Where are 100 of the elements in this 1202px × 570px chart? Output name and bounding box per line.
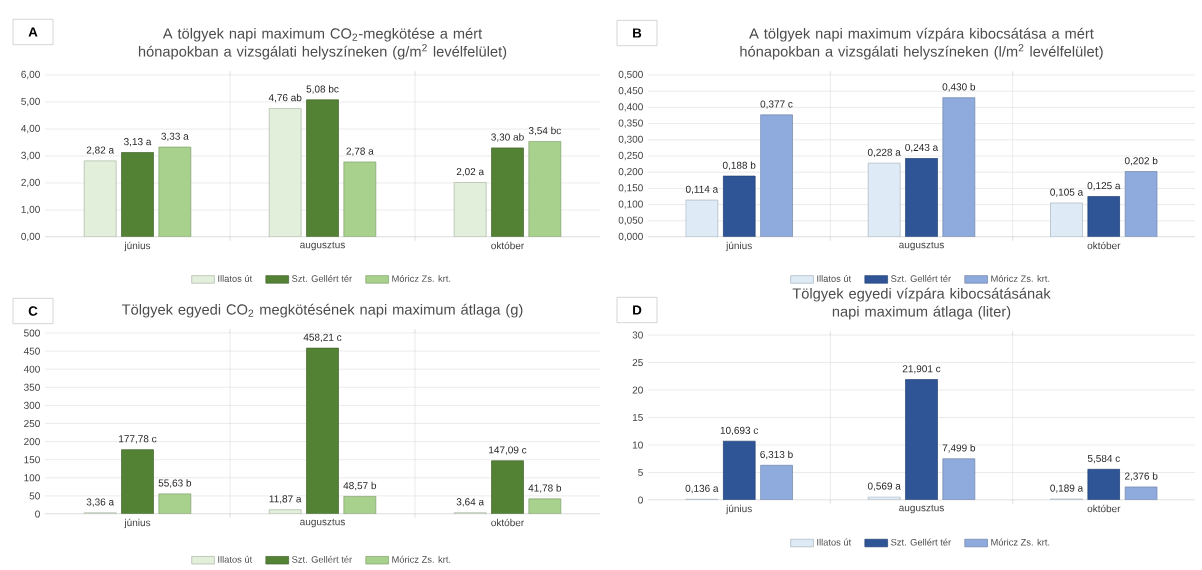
y-tick-label: 0,000 (618, 232, 643, 242)
y-tick-label: 150 (24, 456, 40, 464)
y-tick-label: 0,00 (21, 232, 40, 242)
y-tick-label: 350 (23, 383, 40, 391)
x-tick-label: október (491, 241, 525, 250)
y-tick-label: 6,00 (21, 70, 40, 80)
y-tick-label: 0,400 (618, 103, 643, 112)
data-label: 0,188 b (722, 161, 756, 170)
chart-title: A tölgyek napi maximum CO$_{2}$-megkötése a mért hónapokban a vizsgálati helyszíneken (g/m$^{2}$ levélfelület) (138, 27, 507, 60)
y-tick-label: 0,500 (618, 70, 643, 80)
data-label: 0,243 a (905, 143, 939, 153)
data-label: 177,78 c (119, 435, 157, 444)
x-tick-label: augusztus (300, 241, 345, 251)
y-tick-label: 0,450 (618, 87, 643, 96)
data-label: 55,63 b (158, 479, 192, 488)
y-tick-label: 0,150 (618, 184, 643, 193)
data-label: 147,09 c (489, 446, 527, 455)
legend-label: Móricz Zs. krt. (392, 555, 451, 563)
data-label: 3,30 ab (491, 133, 524, 142)
data-label: 0,430 b (942, 83, 976, 92)
text: A (28, 27, 38, 37)
data-label: 3,54 bc (528, 126, 561, 136)
y-tick-label: 0,050 (618, 216, 643, 225)
data-label: 11,87 a (269, 495, 302, 504)
y-tick-label: 0,100 (618, 200, 643, 209)
data-label: 0,569 a (867, 482, 901, 491)
x-tick-label: június (124, 518, 151, 529)
y-tick-label: 5 (638, 469, 643, 476)
y-tick-label: 50 (29, 492, 40, 500)
y-tick-label: 15 (632, 414, 643, 421)
legend-label: Illatos út (817, 275, 852, 282)
legend-label: Móricz Zs. krt. (991, 538, 1050, 546)
text: D (633, 305, 642, 315)
legend-label: Móricz Zs. krt. (392, 275, 451, 282)
data-label: 21,901 c (902, 365, 941, 374)
data-label: 0,114 a (685, 185, 719, 194)
data-label: 2,02 a (456, 168, 485, 177)
y-tick-label: 5,00 (21, 97, 40, 107)
data-label: 3,13 a (123, 138, 152, 147)
y-tick-label: 0,300 (618, 135, 643, 144)
x-tick-label: augusztus (899, 504, 944, 514)
data-label: 2,82 a (86, 146, 115, 155)
data-label: 2,376 b (1124, 472, 1158, 481)
data-label: 6,313 b (760, 450, 793, 460)
legend-label: Móricz Zs. krt. (991, 275, 1050, 282)
data-label: 3,33 a (161, 132, 189, 141)
y-tick-label: 4,00 (21, 124, 40, 134)
legend-label: Illatos út (218, 275, 253, 282)
x-tick-label: augusztus (300, 518, 345, 528)
data-label: 0,105 a (1050, 188, 1084, 197)
data-label: 0,228 a (867, 148, 901, 158)
data-label: 0,136 a (685, 484, 719, 494)
y-tick-label: 200 (24, 438, 40, 446)
legend-label: Illatos út (218, 555, 253, 563)
legend-label: Illatos út (817, 538, 852, 546)
x-tick-label: október (491, 518, 525, 527)
chart-title: Tölgyek egyedi CO$_{2}$ megkötésének napi maximum átlaga (g) (121, 303, 523, 318)
data-label: 5,584 c (1087, 454, 1120, 464)
y-tick-label: 2,00 (21, 178, 40, 188)
data-label: 4,76 ab (268, 93, 302, 103)
y-tick-label: 20 (632, 386, 643, 394)
x-tick-label: június (725, 504, 752, 515)
y-tick-label: 0 (35, 510, 40, 518)
data-label: 0,202 b (1124, 156, 1158, 166)
y-tick-label: 25 (632, 358, 643, 367)
data-label: 458,21 c (303, 333, 342, 343)
x-tick-label: június (725, 241, 752, 252)
y-tick-label: 450 (23, 347, 40, 355)
data-label: 5,08 bc (306, 85, 339, 94)
data-label: 3,36 a (86, 498, 115, 507)
y-tick-label: 100 (24, 474, 40, 482)
y-tick-label: 500 (24, 329, 40, 337)
y-tick-label: 300 (23, 401, 40, 409)
data-label: 0,377 c (760, 100, 793, 109)
legend-label: Szt. Gellért tér (292, 275, 352, 282)
data-label: 0,125 a (1087, 182, 1121, 191)
y-tick-label: 0,350 (618, 119, 643, 128)
y-tick-label: 250 (24, 419, 40, 428)
chart-title: Tölgyek egyedi vízpára kibocsátásának napi maximum átlaga (liter) (792, 287, 1051, 320)
data-label: 10,693 c (720, 426, 759, 436)
data-label: 48,57 b (343, 481, 377, 491)
data-label: 41,78 b (528, 484, 562, 493)
data-label: 0,189 a (1050, 484, 1084, 493)
y-tick-label: 0,200 (618, 168, 643, 177)
text: B (633, 28, 642, 38)
y-tick-label: 10 (632, 441, 643, 449)
x-tick-label: október (1087, 241, 1121, 250)
x-tick-label: június (124, 241, 151, 252)
legend-label: Szt. Gellért tér (891, 538, 951, 546)
legend-label: Szt. Gellért tér (891, 275, 951, 282)
legend-label: Szt. Gellért tér (292, 555, 352, 563)
data-label: 3,64 a (456, 498, 485, 507)
y-tick-label: 400 (23, 365, 40, 373)
y-tick-label: 0,250 (618, 151, 643, 161)
x-tick-label: augusztus (899, 241, 944, 251)
text: C (28, 306, 38, 316)
y-tick-label: 30 (632, 331, 643, 339)
data-label: 7,499 b (942, 444, 976, 453)
x-tick-label: október (1087, 504, 1121, 513)
chart-title: A tölgyek napi maximum vízpára kibocsátása a mért hónapokban a vizsgálati helyszíneken (l/m$^{2}$ levélfelület) (740, 27, 1103, 60)
